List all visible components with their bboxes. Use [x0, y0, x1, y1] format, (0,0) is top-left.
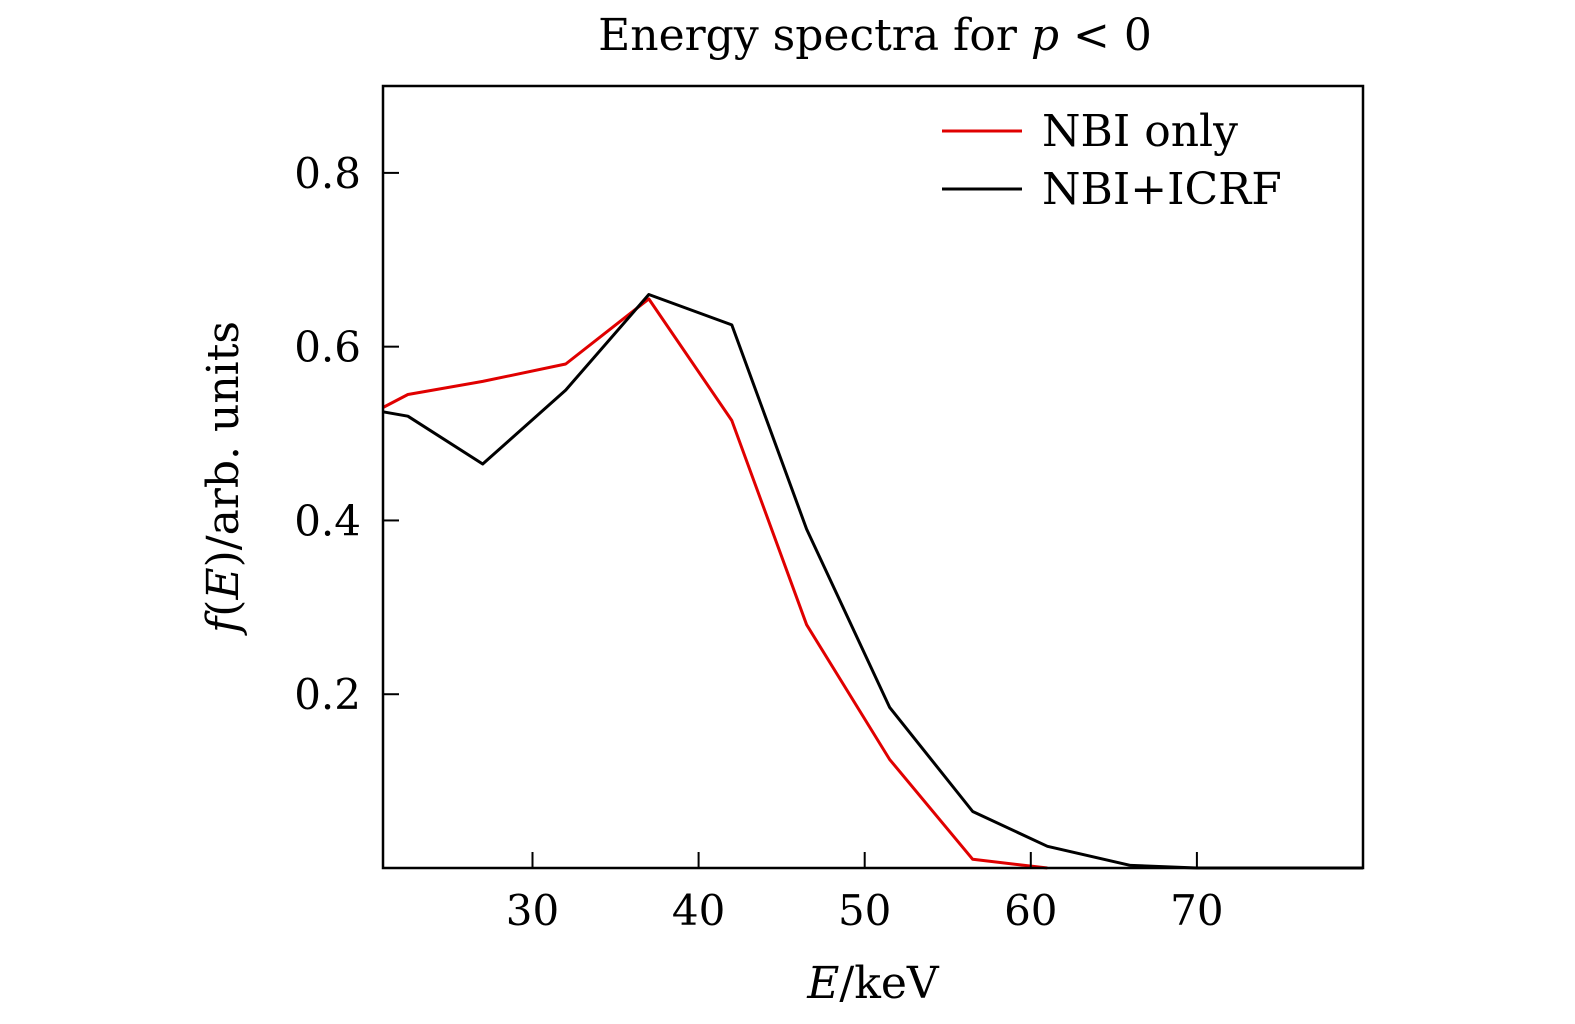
- x-tick-label: 30: [506, 886, 559, 935]
- y-axis-title-suffix: )/arb. units: [198, 321, 249, 567]
- legend-label-2: NBI+ICRF: [1042, 164, 1282, 215]
- plot-frame: [381, 84, 1365, 870]
- x-tick-label: 50: [838, 886, 891, 935]
- y-tick-label: 0.8: [294, 149, 361, 198]
- y-tick-label: 0.6: [294, 323, 361, 372]
- series-line-1: [382, 297, 1048, 870]
- x-axis-title: E/keV: [806, 958, 940, 1009]
- x-tick-label: 40: [672, 886, 725, 935]
- x-tick-label: 60: [1004, 886, 1057, 935]
- y-axis-ticks: 0.2 0.4 0.6 0.8: [294, 149, 399, 719]
- y-axis-title-arg: E: [198, 567, 249, 600]
- series-layer: [382, 293, 1363, 870]
- chart-title-prefix: Energy spectra for: [598, 10, 1031, 61]
- legend: NBI only NBI+ICRF: [942, 106, 1282, 215]
- x-tick-label: 70: [1170, 886, 1223, 935]
- chart-title-symbol: p: [1031, 10, 1059, 61]
- y-axis-title: f(E)/arb. units: [198, 321, 249, 636]
- x-axis-title-symbol: E: [806, 958, 839, 1009]
- chart-title-suffix: < 0: [1059, 10, 1152, 61]
- x-axis-title-suffix: /keV: [839, 958, 940, 1009]
- chart-title: Energy spectra for p < 0: [598, 10, 1152, 61]
- y-tick-label: 0.4: [294, 496, 361, 545]
- legend-label-1: NBI only: [1042, 106, 1238, 157]
- x-axis-ticks: 30 40 50 60 70: [506, 852, 1224, 935]
- y-tick-label: 0.2: [294, 670, 361, 719]
- y-axis-title-paren: (: [198, 600, 249, 617]
- series-line-2: [382, 293, 1363, 870]
